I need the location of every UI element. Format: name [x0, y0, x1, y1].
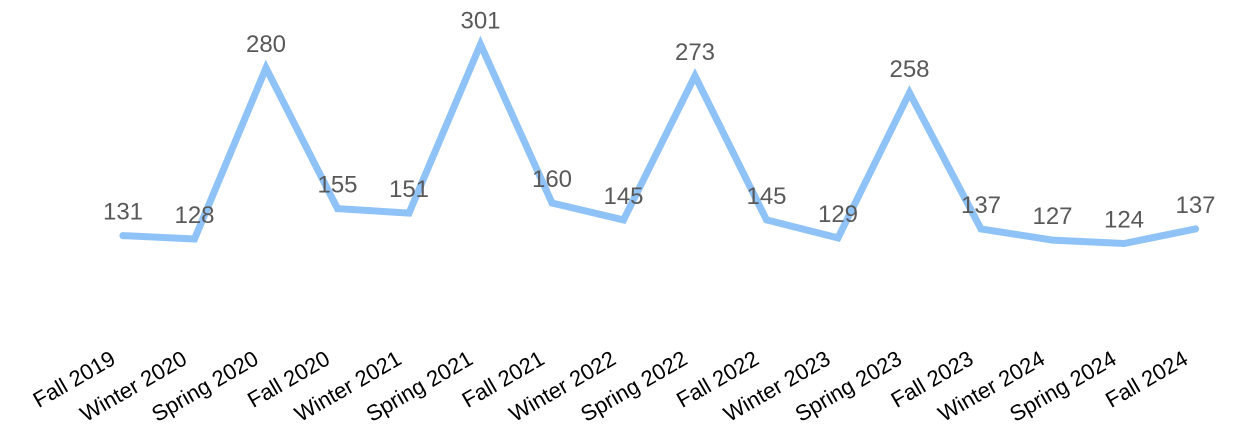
data-label: 145: [746, 183, 786, 210]
data-point: [834, 234, 842, 242]
data-point: [1120, 240, 1128, 247]
series-layer: [119, 35, 1199, 248]
data-point: [1192, 225, 1199, 233]
data-point: [334, 205, 341, 213]
data-label: 127: [1032, 203, 1072, 230]
data-point: [691, 72, 699, 80]
data-point: [620, 216, 627, 224]
data-label: 155: [317, 172, 357, 199]
data-label: 129: [818, 201, 858, 228]
data-label: 137: [961, 192, 1001, 219]
series-line: [119, 35, 1199, 248]
data-label: 273: [675, 39, 715, 66]
data-label: 128: [174, 202, 214, 229]
data-point: [977, 225, 985, 233]
data-point: [405, 209, 413, 217]
data-point: [477, 40, 484, 48]
data-label: 280: [246, 31, 286, 58]
data-point: [763, 216, 770, 224]
data-label: 145: [603, 183, 643, 210]
data-point: [262, 64, 270, 72]
data-label-layer: 131 128 280 155 151 301 160 145 273 145 129 258 137 1…: [103, 7, 1216, 233]
data-point: [906, 89, 913, 97]
data-point: [1049, 236, 1056, 244]
data-label: 137: [1175, 192, 1215, 219]
data-label: 124: [1104, 207, 1144, 234]
data-label: 151: [389, 176, 429, 203]
data-label: 160: [532, 166, 572, 193]
data-point: [191, 235, 198, 243]
data-label: 301: [460, 7, 500, 34]
data-label: 131: [103, 199, 143, 226]
data-point: [119, 232, 127, 240]
data-label: 258: [889, 56, 929, 83]
x-tick-label: Fall 2024: [1101, 346, 1192, 413]
data-point: [548, 199, 556, 207]
